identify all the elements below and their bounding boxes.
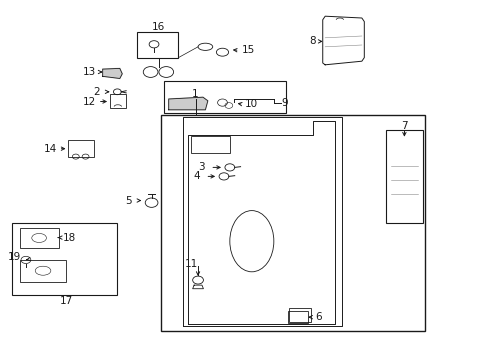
Polygon shape (168, 97, 207, 110)
Text: 5: 5 (125, 195, 132, 206)
Text: 19: 19 (8, 252, 21, 262)
Bar (161, 115, 425, 331)
Text: 4: 4 (193, 171, 200, 181)
Text: 11: 11 (184, 258, 198, 269)
Bar (287, 311, 307, 323)
Text: 9: 9 (281, 98, 288, 108)
Polygon shape (102, 68, 122, 78)
Text: 1: 1 (192, 89, 199, 99)
Text: 7: 7 (400, 121, 407, 131)
Bar (68, 140, 94, 157)
Bar (288, 308, 310, 322)
Text: 8: 8 (309, 36, 316, 46)
Text: 16: 16 (152, 22, 165, 32)
Bar (190, 136, 229, 153)
Text: 3: 3 (198, 162, 205, 172)
Text: 13: 13 (82, 67, 96, 77)
Text: 10: 10 (245, 99, 258, 109)
Text: 2: 2 (93, 87, 100, 97)
Text: 17: 17 (59, 296, 73, 306)
Text: 12: 12 (82, 96, 96, 107)
Bar (137, 32, 178, 58)
Text: 6: 6 (315, 312, 322, 322)
Bar (20, 228, 59, 248)
Text: 18: 18 (62, 233, 76, 243)
Bar (110, 94, 125, 108)
Bar (163, 81, 285, 113)
Text: 15: 15 (241, 45, 255, 55)
Bar (12, 223, 117, 295)
Bar (386, 130, 422, 223)
Text: 14: 14 (43, 144, 57, 154)
Bar (20, 260, 66, 282)
